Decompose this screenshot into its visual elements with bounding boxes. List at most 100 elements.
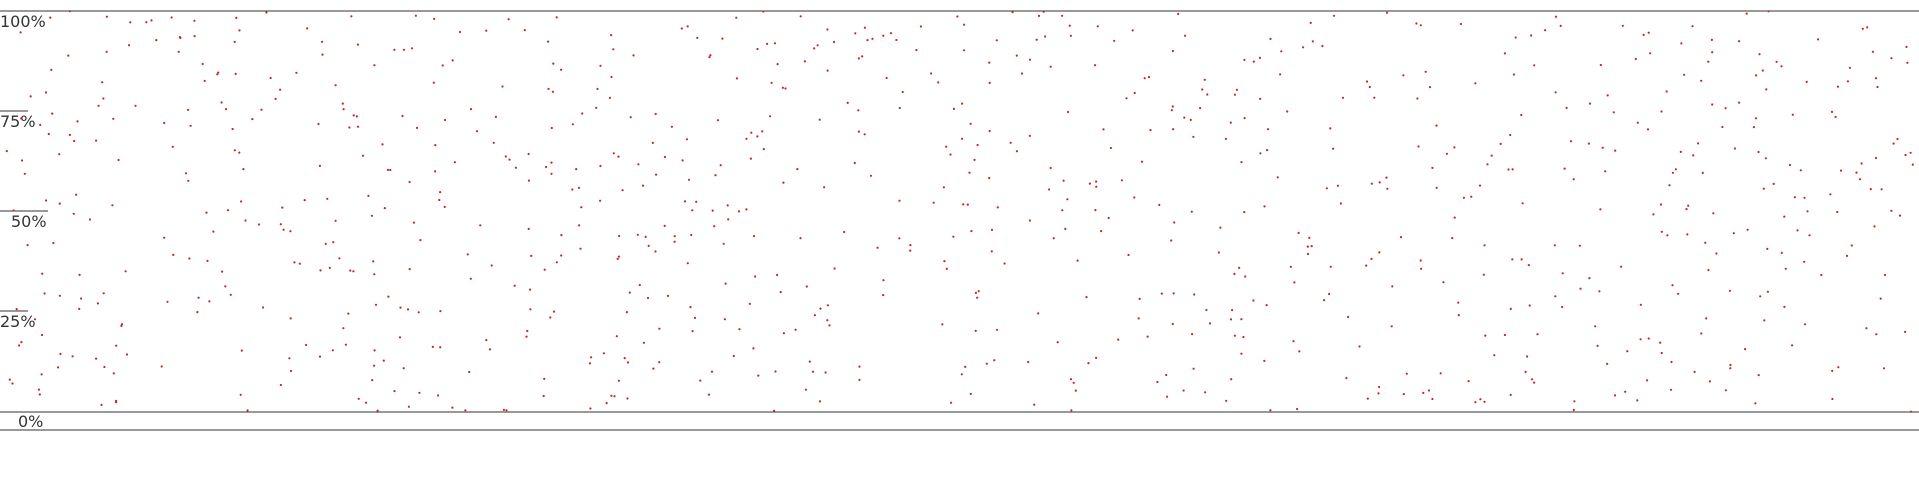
scatter-point xyxy=(295,72,297,74)
scatter-point xyxy=(1016,55,1018,57)
scatter-point xyxy=(1165,374,1167,376)
scatter-point xyxy=(1033,404,1035,406)
scatter-point xyxy=(766,43,768,45)
scatter-point xyxy=(1686,233,1688,235)
scatter-point xyxy=(930,72,932,74)
scatter-point xyxy=(387,169,389,171)
scatter-point xyxy=(528,228,530,230)
scatter-point xyxy=(664,156,666,158)
scatter-point xyxy=(221,101,223,103)
scatter-point xyxy=(1240,161,1242,163)
scatter-point xyxy=(262,306,264,308)
scatter-point xyxy=(1077,260,1079,262)
scatter-point xyxy=(6,150,8,152)
scatter-point xyxy=(374,349,376,351)
scatter-point xyxy=(321,54,323,56)
scatter-point xyxy=(120,325,122,327)
scatter-point xyxy=(1110,147,1112,149)
scatter-point xyxy=(603,352,605,354)
scatter-point xyxy=(970,230,972,232)
scatter-point xyxy=(526,330,528,332)
scatter-point xyxy=(1259,98,1261,100)
scatter-point xyxy=(1530,34,1532,36)
scatter-point xyxy=(373,365,375,367)
scatter-point xyxy=(1290,266,1292,268)
scatter-point xyxy=(1400,236,1402,238)
scatter-point xyxy=(1148,76,1150,78)
scatter-point xyxy=(1267,128,1269,130)
scatter-point xyxy=(1234,335,1236,337)
scatter-point xyxy=(1244,117,1246,119)
scatter-point xyxy=(993,359,995,361)
scatter-point xyxy=(1780,65,1782,67)
scatter-point xyxy=(736,77,738,79)
scatter-point xyxy=(1094,64,1096,66)
scatter-point xyxy=(232,128,234,130)
scatter-point xyxy=(658,361,660,363)
scatter-point xyxy=(978,290,980,292)
scatter-point xyxy=(221,271,223,273)
scatter-point xyxy=(1206,93,1208,95)
scatter-point xyxy=(1555,16,1557,18)
scatter-point xyxy=(106,16,108,18)
scatter-point xyxy=(898,237,900,239)
scatter-point xyxy=(814,314,816,316)
scatter-point xyxy=(134,105,136,107)
scatter-point xyxy=(1484,335,1486,337)
scatter-point xyxy=(639,284,641,286)
scatter-point xyxy=(44,292,46,294)
scatter-point xyxy=(1700,80,1702,82)
scatter-point xyxy=(945,146,947,148)
scatter-point xyxy=(684,200,686,202)
scatter-point xyxy=(1660,203,1662,205)
scatter-point xyxy=(610,34,612,36)
scatter-point xyxy=(11,382,13,384)
scatter-point xyxy=(1330,266,1332,268)
scatter-point xyxy=(163,122,165,124)
scatter-point xyxy=(624,357,626,359)
scatter-point xyxy=(1403,393,1405,395)
y-tick-label-50: 50% xyxy=(11,212,47,231)
scatter-point xyxy=(1420,259,1422,261)
scatter-point xyxy=(1635,58,1637,60)
scatter-point xyxy=(1849,67,1851,69)
scatter-point xyxy=(1636,399,1638,401)
scatter-point xyxy=(963,24,965,26)
scatter-point xyxy=(1321,45,1323,47)
scatter-point xyxy=(1139,298,1141,300)
scatter-point xyxy=(610,395,612,397)
scatter-point xyxy=(1367,398,1369,400)
scatter-point xyxy=(155,39,157,41)
scatter-point xyxy=(1666,234,1668,236)
scatter-point xyxy=(375,304,377,306)
scatter-point xyxy=(352,270,354,272)
scatter-point xyxy=(172,146,174,148)
scatter-point xyxy=(514,285,516,287)
scatter-point xyxy=(1204,391,1206,393)
scatter-point xyxy=(280,384,282,386)
scatter-point xyxy=(100,404,102,406)
scatter-point xyxy=(1794,196,1796,198)
scatter-point xyxy=(858,131,860,133)
scatter-point xyxy=(1172,323,1174,325)
scatter-point xyxy=(103,292,105,294)
scatter-point xyxy=(1125,97,1127,99)
scatter-point xyxy=(708,56,710,58)
scatter-point xyxy=(745,208,747,210)
scatter-point xyxy=(909,244,911,246)
scatter-point xyxy=(1738,40,1740,42)
scatter-point xyxy=(753,235,755,237)
scatter-point xyxy=(1846,255,1848,257)
scatter-point xyxy=(530,255,532,257)
scatter-point xyxy=(950,402,952,404)
scatter-point xyxy=(1744,348,1746,350)
scatter-point xyxy=(1029,59,1031,61)
scatter-point xyxy=(886,77,888,79)
scatter-point xyxy=(1861,162,1863,164)
scatter-point xyxy=(871,38,873,40)
scatter-point xyxy=(145,21,147,23)
scatter-point xyxy=(206,260,208,262)
scatter-point xyxy=(756,48,758,50)
plot-frame xyxy=(0,11,1919,430)
scatter-point xyxy=(1183,389,1185,391)
